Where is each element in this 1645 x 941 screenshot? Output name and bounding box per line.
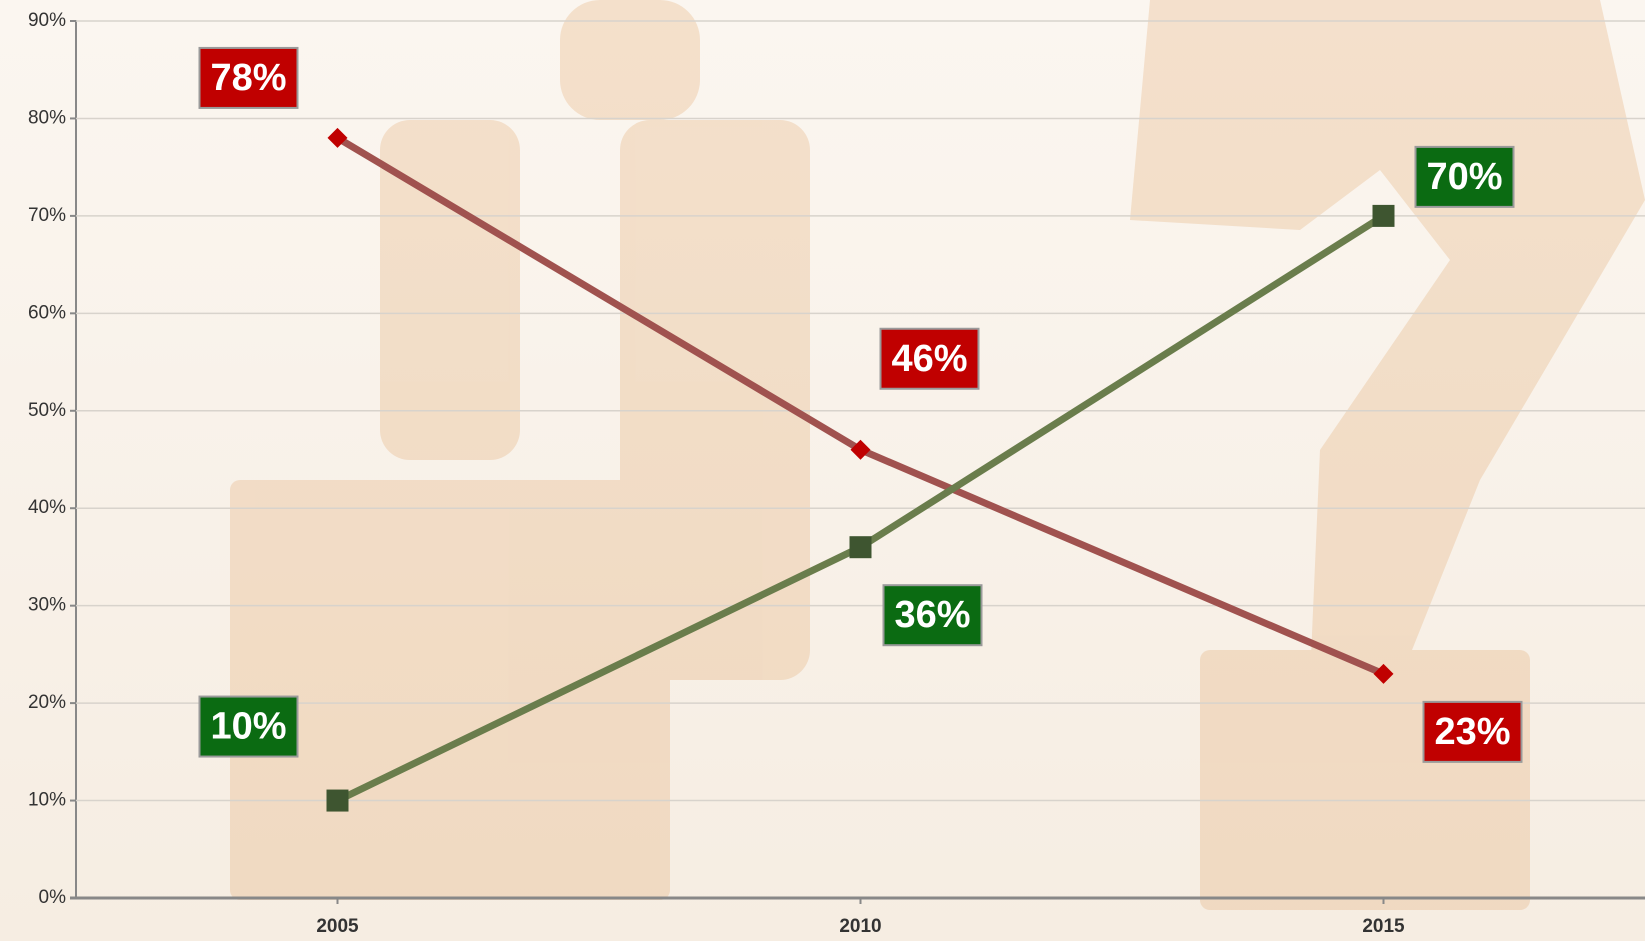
x-tick-label: 2015 <box>1362 916 1405 937</box>
y-tick-label: 10% <box>28 790 66 811</box>
marker <box>1373 205 1395 227</box>
y-tick-label: 50% <box>28 400 66 421</box>
page: 0% 10% 20% 30% 40% 50% 60% 70% 80% 90% 2005 2010 201… <box>0 0 1645 941</box>
y-tick-label: 40% <box>28 497 66 518</box>
x-tick-label: 2005 <box>316 916 359 937</box>
y-tick-label: 90% <box>28 10 66 31</box>
y-tick-label: 80% <box>28 107 66 128</box>
value-label: 23% <box>1434 711 1510 753</box>
marker <box>850 536 872 558</box>
value-label: 78% <box>210 57 286 99</box>
x-tick-label: 2010 <box>839 916 881 937</box>
value-label: 10% <box>210 706 286 748</box>
y-tick-label: 70% <box>28 205 66 226</box>
y-tick-label: 60% <box>28 302 66 323</box>
value-label: 70% <box>1426 156 1502 198</box>
chart: 0% 10% 20% 30% 40% 50% 60% 70% 80% 90% 2005 2010 201… <box>0 0 1645 941</box>
value-label: 36% <box>894 594 970 636</box>
marker <box>327 790 349 812</box>
y-tick-label: 20% <box>28 692 66 713</box>
value-label: 46% <box>891 338 967 380</box>
y-tick-label: 0% <box>39 887 67 908</box>
y-tick-label: 30% <box>28 595 66 616</box>
